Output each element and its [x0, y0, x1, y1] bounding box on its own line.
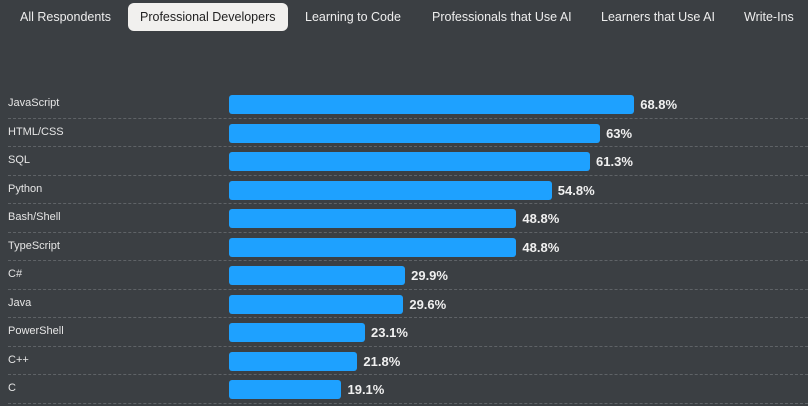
value-label: 23.1%	[371, 325, 408, 340]
chart-row: Java 29.6%	[8, 290, 808, 318]
category-label: PowerShell	[8, 325, 64, 337]
chart-row: SQL 61.3%	[8, 147, 808, 176]
bar	[229, 294, 404, 314]
chart-row: C++ 21.8%	[8, 347, 808, 375]
value-label: 61.3%	[596, 154, 633, 169]
bar	[229, 180, 552, 200]
language-bar-chart: JavaScript 68.8% HTML/CSS 63% SQL 61.3% Python…	[0, 90, 808, 404]
category-label: C#	[8, 268, 23, 280]
category-label: Python	[8, 182, 43, 195]
chart-row: Bash/Shell 48.8%	[8, 204, 808, 233]
category-label: TypeScript	[8, 239, 60, 252]
value-label: 48.8%	[522, 239, 560, 255]
category-label: Java	[8, 296, 32, 309]
respondent-tabs: All Respondents Professional Developers Le…	[0, 3, 808, 33]
category-label: C++	[8, 353, 29, 366]
tab-write-ins[interactable]: Write-Ins	[744, 10, 794, 24]
bar	[229, 380, 342, 399]
chart-row: PowerShell 23.1%	[8, 318, 808, 347]
value-label: 68.8%	[640, 97, 678, 112]
bar	[229, 323, 366, 342]
value-label: 21.8%	[363, 353, 401, 369]
bar	[229, 123, 601, 143]
category-label: Bash/Shell	[8, 211, 61, 223]
chart-row: JavaScript 68.8%	[8, 90, 808, 119]
category-label: JavaScript	[8, 97, 60, 109]
bar	[229, 152, 591, 171]
tab-all-respondents[interactable]: All Respondents	[20, 10, 112, 24]
chart-row: C# 29.9%	[8, 261, 808, 290]
bar	[229, 209, 517, 228]
value-label: 19.1%	[347, 382, 385, 397]
value-label: 54.8%	[557, 182, 595, 198]
tab-learning-to-code[interactable]: Learning to Code	[305, 10, 401, 24]
tab-professional-developers[interactable]: Professional Developers	[128, 3, 288, 31]
category-label: SQL	[8, 154, 31, 166]
category-label: C	[8, 382, 16, 394]
chart-row: C 19.1%	[8, 375, 808, 404]
value-label: 29.6%	[409, 296, 447, 312]
tab-professionals-that-use-ai[interactable]: Professionals that Use AI	[432, 10, 572, 24]
bar	[229, 351, 358, 371]
value-label: 48.8%	[522, 211, 560, 226]
category-label: HTML/CSS	[8, 125, 64, 138]
value-label: 63%	[606, 125, 633, 141]
chart-row: TypeScript 48.8%	[8, 233, 808, 261]
value-label: 29.9%	[411, 268, 448, 283]
bar	[229, 237, 517, 257]
chart-row: HTML/CSS 63%	[8, 119, 808, 147]
bar	[229, 266, 406, 285]
chart-row: Python 54.8%	[8, 176, 808, 204]
bar	[229, 95, 635, 114]
tab-learners-that-use-ai[interactable]: Learners that Use AI	[601, 10, 715, 24]
